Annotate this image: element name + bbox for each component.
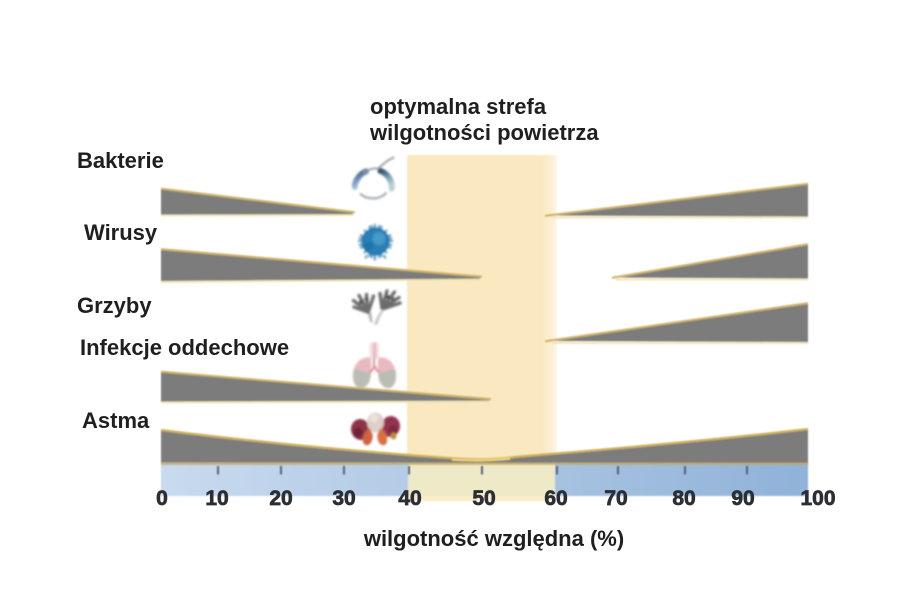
svg-text:20: 20 bbox=[269, 487, 292, 510]
svg-text:90: 90 bbox=[731, 487, 754, 510]
svg-text:10: 10 bbox=[205, 487, 228, 510]
svg-text:Astma: Astma bbox=[82, 408, 150, 433]
svg-text:optymalna strefa: optymalna strefa bbox=[370, 94, 547, 119]
svg-text:30: 30 bbox=[332, 487, 355, 510]
svg-text:Bakterie: Bakterie bbox=[77, 148, 164, 173]
svg-text:50: 50 bbox=[472, 487, 495, 510]
svg-text:0: 0 bbox=[156, 487, 168, 510]
svg-text:60: 60 bbox=[544, 487, 567, 510]
svg-text:wilgotność względna (%): wilgotność względna (%) bbox=[363, 526, 624, 551]
svg-text:wilgotności powietrza: wilgotności powietrza bbox=[369, 120, 599, 145]
svg-text:Infekcje oddechowe: Infekcje oddechowe bbox=[80, 335, 289, 360]
svg-text:Wirusy: Wirusy bbox=[84, 220, 158, 245]
svg-text:80: 80 bbox=[672, 487, 695, 510]
svg-text:40: 40 bbox=[398, 487, 421, 510]
svg-text:100: 100 bbox=[800, 487, 835, 510]
svg-text:Grzyby: Grzyby bbox=[77, 293, 152, 318]
svg-text:70: 70 bbox=[604, 487, 627, 510]
